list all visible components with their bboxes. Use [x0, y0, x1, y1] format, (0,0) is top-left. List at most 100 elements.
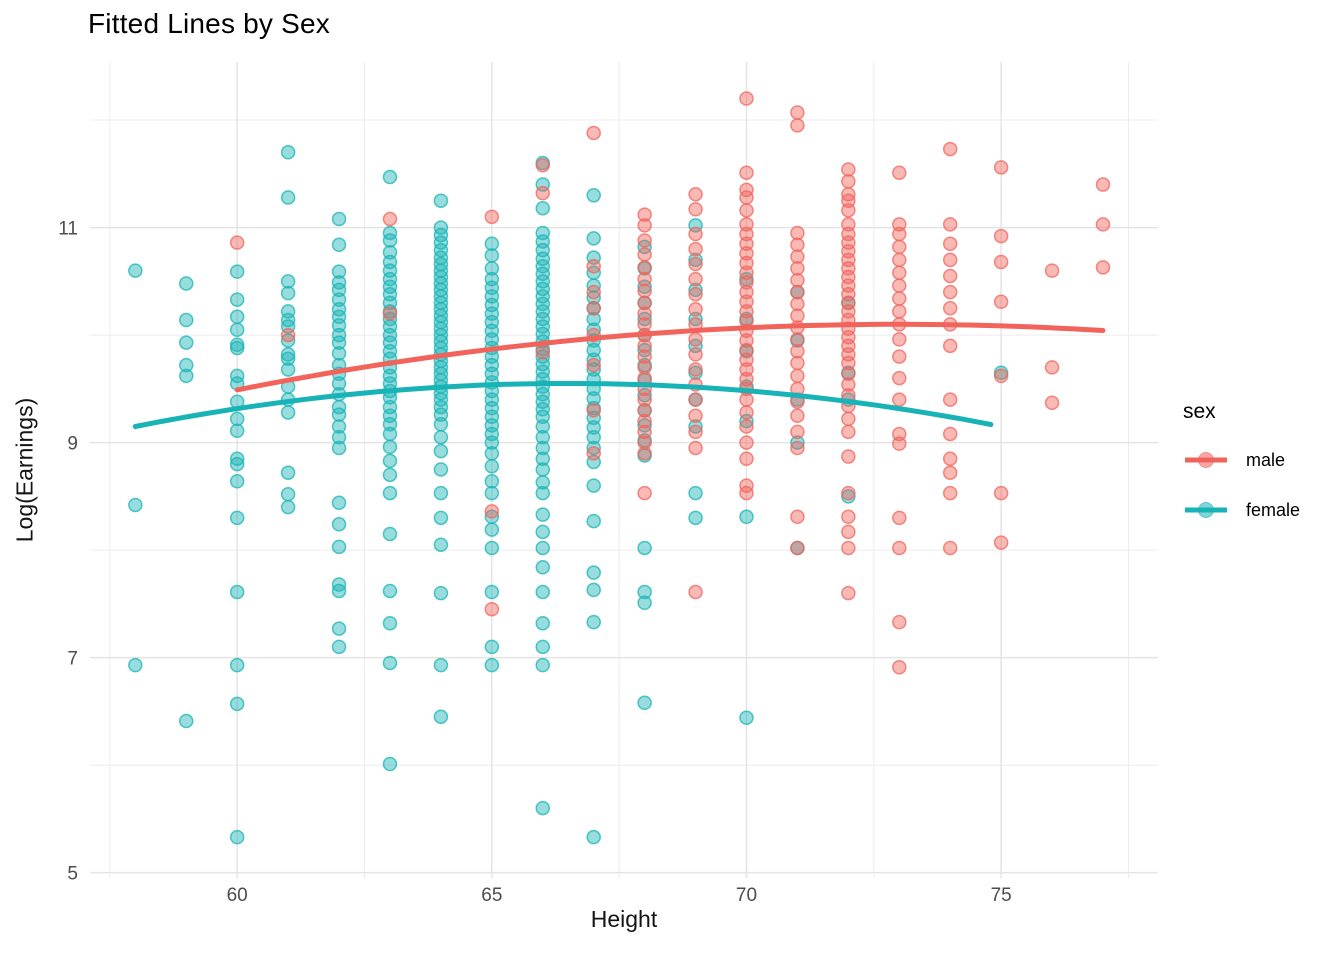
data-point-male	[586, 125, 601, 141]
data-point-male	[892, 349, 907, 364]
data-point-female	[433, 235, 449, 250]
data-point-male	[637, 207, 652, 222]
data-point-female	[484, 522, 500, 537]
data-point-female	[280, 190, 296, 205]
data-point-female	[229, 264, 245, 279]
data-point-female	[688, 485, 703, 501]
data-point-female	[331, 407, 347, 422]
y-tick-label: 11	[58, 219, 78, 240]
data-point-male	[790, 105, 805, 120]
data-point-female	[535, 296, 551, 312]
data-point-female	[535, 251, 551, 266]
x-tick-label: 60	[227, 885, 248, 906]
data-point-male	[739, 451, 754, 466]
data-point-female	[535, 281, 551, 297]
data-point-female	[229, 309, 245, 325]
data-point-male	[382, 211, 398, 227]
data-point-female	[128, 657, 143, 673]
data-point-male	[484, 504, 500, 519]
data-point-female	[280, 499, 296, 515]
data-point-male	[790, 424, 805, 440]
data-point-male	[841, 355, 856, 371]
data-point-male	[637, 435, 652, 450]
data-point-female	[433, 220, 449, 235]
data-point-male	[688, 271, 703, 287]
data-point-female	[484, 435, 500, 450]
data-point-male	[993, 294, 1009, 309]
data-point-female	[586, 440, 601, 456]
data-point-male	[688, 347, 703, 362]
data-point-male	[1095, 260, 1111, 275]
data-point-male	[688, 226, 703, 242]
data-point-female	[382, 311, 398, 327]
data-point-male	[892, 226, 907, 242]
data-point-male	[688, 241, 703, 257]
data-point-female	[382, 583, 398, 599]
data-point-female	[433, 443, 449, 459]
data-point-male	[892, 660, 907, 675]
data-point-female	[382, 271, 398, 287]
data-point-male	[637, 247, 652, 262]
data-point-female	[331, 517, 347, 532]
data-point-male	[739, 91, 754, 106]
data-point-male	[739, 203, 754, 218]
data-point-male	[637, 446, 652, 461]
data-point-female	[331, 399, 347, 415]
data-point-male	[790, 408, 805, 423]
data-point-male	[790, 272, 805, 288]
data-point-male	[688, 302, 703, 317]
data-point-male	[892, 252, 907, 268]
data-point-male	[688, 362, 703, 377]
data-point-female	[484, 261, 500, 276]
data-point-male	[688, 332, 703, 347]
data-point-male	[841, 449, 856, 464]
data-point-male	[841, 174, 856, 189]
data-point-female	[229, 657, 245, 673]
data-point-male	[841, 585, 856, 601]
data-point-female	[535, 319, 551, 334]
data-point-female	[586, 290, 601, 305]
data-point-male	[1044, 360, 1060, 375]
data-point-female	[484, 639, 500, 655]
data-point-male	[841, 377, 856, 392]
data-point-female	[280, 333, 296, 348]
data-point-female	[739, 710, 754, 726]
data-point-female	[179, 312, 194, 328]
data-point-female	[535, 475, 551, 490]
data-point-female	[382, 526, 398, 542]
data-point-female	[535, 200, 551, 216]
x-tick-label: 70	[736, 885, 757, 906]
data-point-male	[790, 296, 805, 312]
data-point-female	[535, 540, 551, 556]
data-point-female	[382, 225, 398, 241]
data-point-female	[229, 456, 245, 472]
data-point-male	[535, 345, 551, 360]
data-point-male	[484, 601, 500, 617]
data-point-male	[739, 392, 754, 407]
data-point-female	[637, 540, 652, 556]
data-point-female	[433, 392, 449, 407]
data-point-female	[535, 584, 551, 600]
data-point-male	[892, 278, 907, 293]
data-point-female	[229, 292, 245, 307]
data-point-female	[433, 242, 449, 258]
data-point-female	[331, 237, 347, 253]
data-point-male	[637, 306, 652, 321]
data-point-female	[535, 394, 551, 409]
data-point-female	[331, 346, 347, 361]
data-point-male	[739, 182, 754, 198]
data-point-male	[790, 343, 805, 359]
data-point-male	[892, 291, 907, 306]
data-point-female	[535, 429, 551, 445]
data-point-female	[688, 419, 703, 434]
data-point-male	[637, 317, 652, 332]
data-point-male	[892, 165, 907, 180]
data-point-female	[382, 615, 398, 631]
data-point-male	[790, 249, 805, 264]
data-point-male	[535, 185, 551, 201]
legend-title: sex	[1183, 400, 1216, 423]
data-point-male	[586, 300, 601, 316]
data-point-male	[790, 509, 805, 525]
data-point-female	[586, 478, 601, 493]
data-point-female	[229, 510, 245, 526]
